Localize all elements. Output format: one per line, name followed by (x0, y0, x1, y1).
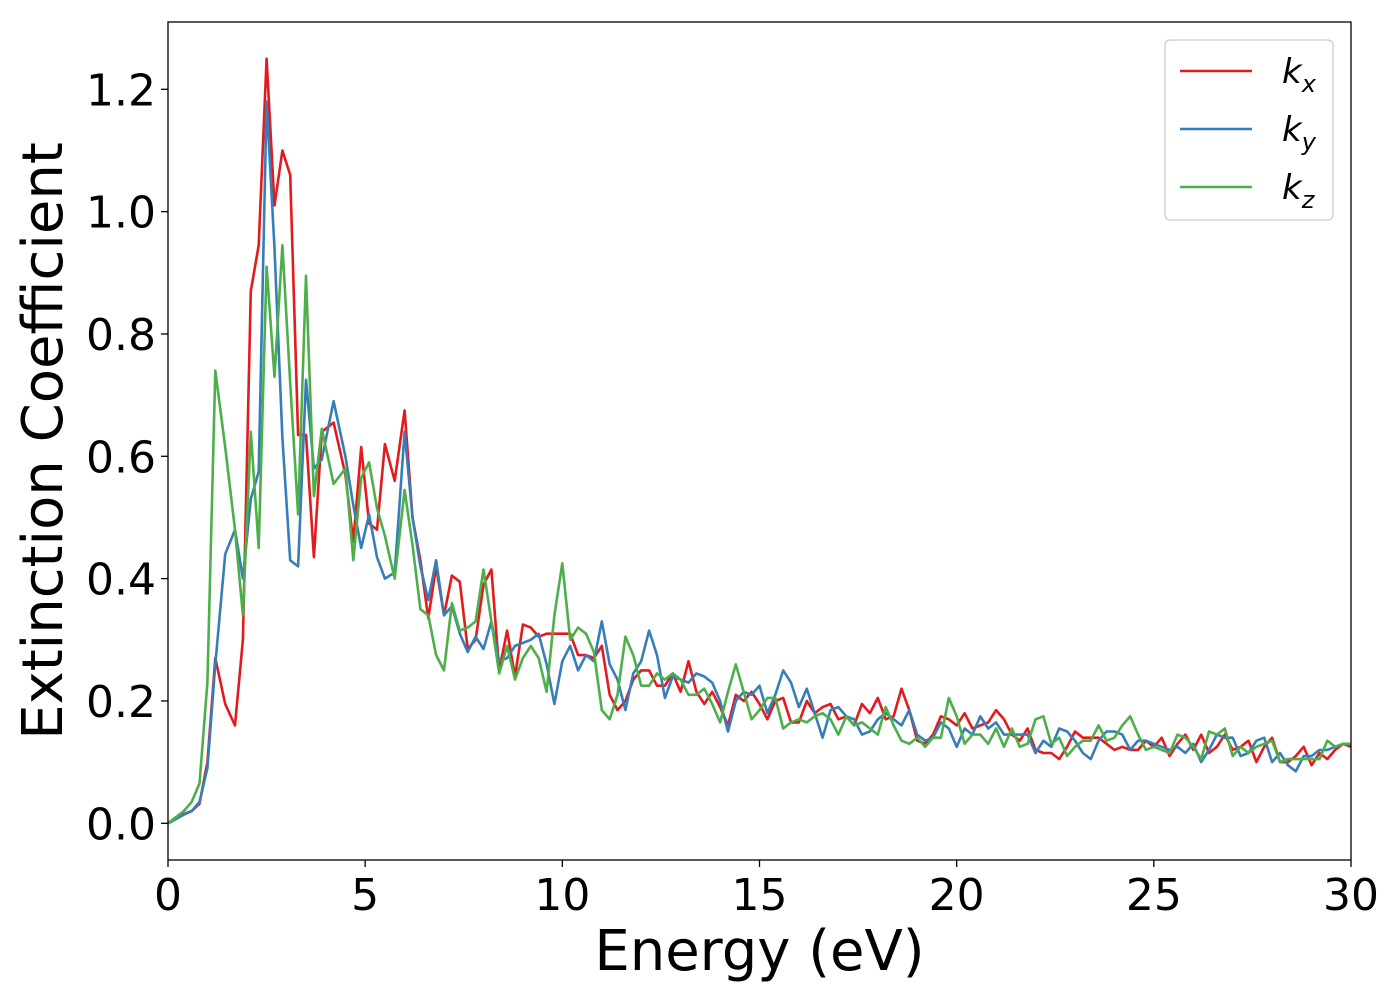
y-tick-label: 0.4 (86, 555, 156, 606)
y-tick-label: 1.0 (86, 188, 156, 239)
series-layer (168, 57, 1351, 825)
x-axis: 0 5 10 15 20 25 30 (154, 860, 1379, 921)
y-axis: 0.0 0.2 0.4 0.6 0.8 1.0 1.2 (86, 65, 168, 850)
x-tick-label: 10 (534, 870, 590, 921)
legend-label-z: kz (1282, 168, 1316, 214)
x-tick-label: 0 (154, 870, 182, 921)
y-axis-label: Extinction Coefficient (11, 142, 76, 740)
legend-label-x: kx (1282, 52, 1317, 98)
x-tick-label: 25 (1126, 870, 1182, 921)
x-tick-label: 5 (351, 870, 379, 921)
x-tick-label: 20 (929, 870, 985, 921)
x-tick-label: 30 (1323, 870, 1379, 921)
series-line-z (168, 244, 1351, 825)
y-tick-label: 0.2 (86, 677, 156, 728)
y-tick-label: 0.6 (86, 432, 156, 483)
series-line-y (168, 100, 1351, 825)
y-tick-label: 1.2 (86, 65, 156, 116)
legend: kx ky kz (1164, 39, 1334, 221)
legend-label-y: ky (1282, 110, 1317, 156)
x-axis-label: Energy (eV) (594, 919, 924, 984)
y-tick-label: 0.0 (86, 799, 156, 850)
y-tick-label: 0.8 (86, 310, 156, 361)
x-tick-label: 15 (732, 870, 788, 921)
